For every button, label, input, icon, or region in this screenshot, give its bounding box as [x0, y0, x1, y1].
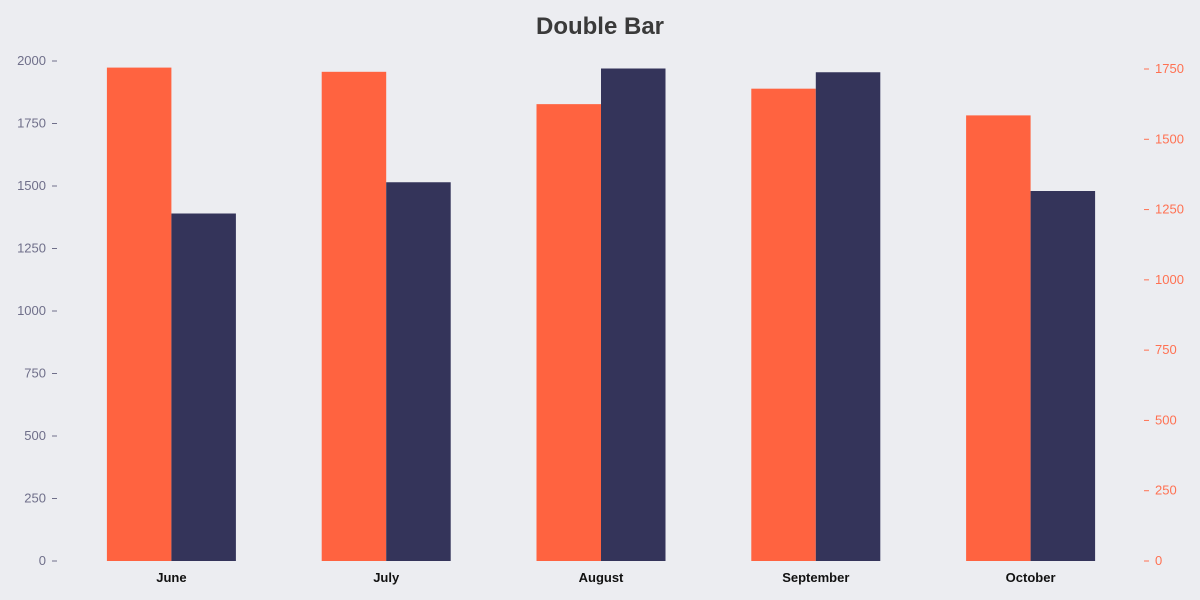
left-tick-label: 500 — [24, 428, 46, 443]
orange-bar-june — [106, 67, 172, 561]
navy-bar-july — [386, 182, 451, 561]
navy-bar-october — [1030, 191, 1096, 561]
navy-bar-august — [601, 68, 666, 561]
bars-group — [106, 67, 1096, 562]
left-y-axis: 0 250 500 750 1000 1250 1500 1750 2000 — [17, 53, 57, 568]
category-label-august: August — [579, 570, 624, 585]
left-tick-label: 1250 — [17, 241, 46, 256]
right-tick-label: 0 — [1155, 553, 1162, 568]
left-tick-label: 2000 — [17, 53, 46, 68]
right-tick-label: 1750 — [1155, 61, 1184, 76]
right-y-axis: 0 250 500 750 1000 1250 1500 1750 — [1144, 61, 1184, 568]
left-tick-label: 0 — [39, 553, 46, 568]
navy-bar-june — [171, 213, 236, 561]
left-tick-label: 750 — [24, 366, 46, 381]
orange-bar-october — [966, 115, 1031, 561]
category-label-september: September — [782, 570, 849, 585]
category-labels: June July August September October — [156, 570, 1055, 585]
right-tick-label: 1500 — [1155, 131, 1184, 146]
orange-bar-august — [536, 104, 601, 562]
category-label-july: July — [373, 570, 400, 585]
orange-bar-september — [751, 88, 816, 562]
left-tick-label: 1500 — [17, 178, 46, 193]
right-tick-label: 250 — [1155, 483, 1177, 498]
chart-title: Double Bar — [536, 13, 664, 40]
navy-bar-september — [815, 72, 881, 561]
right-tick-label: 500 — [1155, 412, 1177, 427]
left-tick-label: 250 — [24, 491, 46, 506]
left-tick-label: 1000 — [17, 303, 46, 318]
right-tick-label: 750 — [1155, 342, 1177, 357]
left-tick-label: 1750 — [17, 116, 46, 131]
category-label-june: June — [156, 570, 186, 585]
right-tick-label: 1250 — [1155, 202, 1184, 217]
orange-bar-july — [321, 71, 387, 561]
category-label-october: October — [1006, 570, 1056, 585]
right-tick-label: 1000 — [1155, 272, 1184, 287]
